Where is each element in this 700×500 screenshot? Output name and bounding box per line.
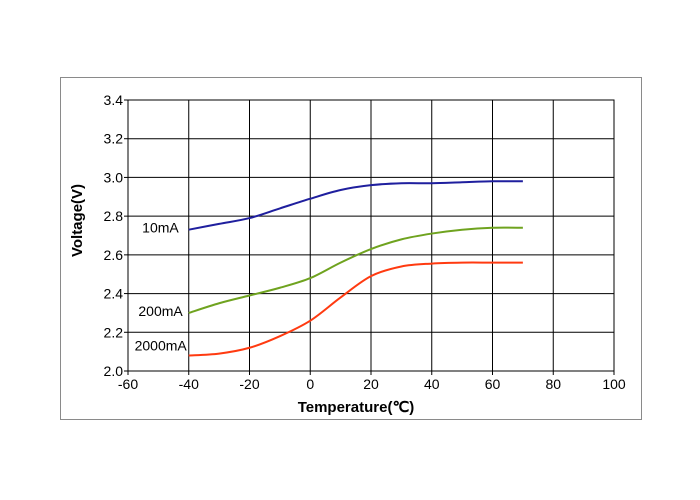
x-tick-label: -20 xyxy=(239,376,259,392)
x-tick-label: 80 xyxy=(545,376,561,392)
series-labels: 10mA 200mA 2000mA xyxy=(135,220,188,354)
x-tick-label: 20 xyxy=(363,376,379,392)
y-tick-label: 3.4 xyxy=(104,92,124,108)
tick-labels: -60 -40 -20 0 20 40 60 80 100 2.0 2.2 2.4 2.6 2.8 3.0 3… xyxy=(104,92,626,392)
y-tick-label: 2.2 xyxy=(104,324,124,340)
series-line-200ma xyxy=(188,226,523,314)
y-tick-label: 3.0 xyxy=(104,169,124,185)
x-tick-label: -60 xyxy=(118,376,138,392)
chart-frame xyxy=(60,77,642,420)
y-tick-label: 2.0 xyxy=(104,363,124,379)
series-label-2000ma: 2000mA xyxy=(135,338,188,354)
y-tick-label: 2.8 xyxy=(104,208,124,224)
series xyxy=(188,180,523,357)
y-tick-label: 2.4 xyxy=(104,286,124,302)
x-tick-label: 100 xyxy=(602,376,626,392)
x-axis-title: Temperature(℃) xyxy=(298,399,415,416)
y-axis-title: Voltage(V) xyxy=(69,184,86,257)
grid xyxy=(128,99,614,371)
x-tick-label: 40 xyxy=(424,376,440,392)
series-label-200ma: 200mA xyxy=(138,303,183,319)
y-tick-label: 2.6 xyxy=(104,247,124,263)
x-tick-label: 60 xyxy=(485,376,501,392)
y-tick-label: 3.2 xyxy=(104,131,124,147)
x-tick-label: -40 xyxy=(179,376,199,392)
series-line-10ma xyxy=(188,180,523,231)
x-tick-label: 0 xyxy=(306,376,314,392)
series-line-2000ma xyxy=(188,261,523,357)
series-label-10ma: 10mA xyxy=(142,220,179,236)
